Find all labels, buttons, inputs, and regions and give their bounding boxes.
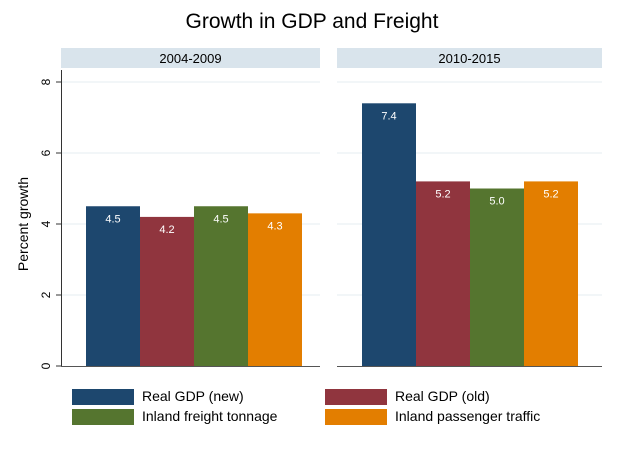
panel-header <box>61 48 320 68</box>
data-label: 5.0 <box>489 196 504 208</box>
panel-title: 2010-2015 <box>438 51 500 66</box>
bar <box>248 213 302 366</box>
bar <box>416 181 470 366</box>
data-label: 4.5 <box>105 213 120 225</box>
data-label: 7.4 <box>381 110 396 122</box>
data-label: 5.2 <box>435 188 450 200</box>
legend-label: Real GDP (old) <box>395 388 490 404</box>
data-label: 4.5 <box>213 213 228 225</box>
y-tick-label: 4 <box>39 220 53 227</box>
y-tick-label: 6 <box>39 149 53 156</box>
y-tick-label: 8 <box>39 78 53 85</box>
bar <box>362 103 416 367</box>
bar <box>86 206 140 366</box>
legend-swatch <box>325 389 387 405</box>
data-label: 4.2 <box>159 224 174 236</box>
chart-title: Growth in GDP and Freight <box>185 10 439 33</box>
bar <box>524 181 578 366</box>
bar <box>470 188 524 366</box>
panel-header <box>337 48 602 68</box>
y-axis-label: Percent growth <box>15 177 31 271</box>
panel-title: 2004-2009 <box>159 51 221 66</box>
legend-swatch <box>325 409 387 425</box>
legend-swatch <box>72 389 134 405</box>
bar <box>140 216 194 366</box>
data-label: 4.3 <box>267 220 282 232</box>
data-label: 5.2 <box>543 188 558 200</box>
legend-label: Inland passenger traffic <box>395 408 541 424</box>
y-tick-label: 2 <box>39 291 53 298</box>
bar <box>194 206 248 366</box>
y-tick-label: 0 <box>39 362 53 369</box>
legend-label: Real GDP (new) <box>142 388 244 404</box>
legend-label: Inland freight tonnage <box>142 408 278 424</box>
legend-swatch <box>72 409 134 425</box>
